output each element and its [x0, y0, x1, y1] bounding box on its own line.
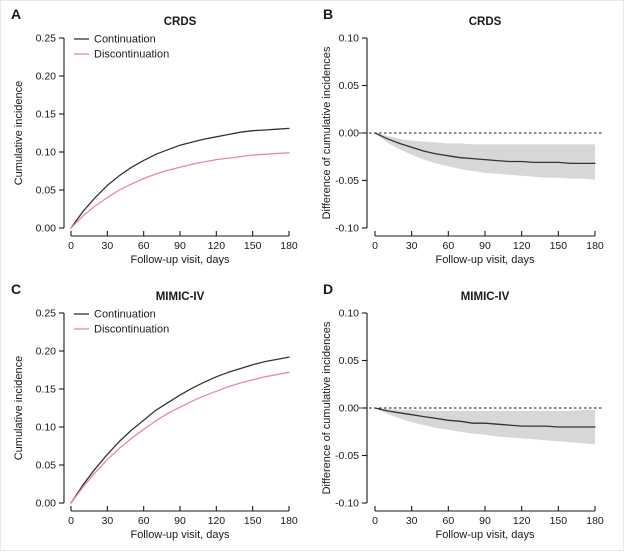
y-tick-label: 0.25 — [36, 33, 57, 45]
x-tick-label: 150 — [244, 240, 262, 252]
legend-label-discontinuation: Discontinuation — [94, 49, 169, 61]
x-tick-label: 60 — [138, 515, 150, 527]
confidence-band — [375, 408, 595, 445]
x-tick-label: 120 — [513, 515, 531, 527]
x-tick-label: 30 — [406, 515, 418, 527]
x-tick-label: 180 — [280, 240, 298, 252]
curve-difference — [374, 407, 596, 428]
axes — [59, 37, 290, 237]
panel-D-plot: -0.10 -0.05 0.00 0.05 0.10 0 30 60 90 120 150 180 MI… — [321, 291, 604, 541]
curve-difference — [374, 132, 596, 165]
panel-C-plot: 0.00 0.05 0.10 0.15 0.20 0.25 0 30 60 90 120 150 180… — [13, 291, 298, 541]
y-tick-label: 0.10 — [339, 308, 360, 320]
x-axis-title: Follow-up visit, days — [130, 529, 230, 541]
y-axis-title: Difference of cumulative incidences — [321, 46, 333, 219]
x-tick-label: 180 — [280, 515, 298, 527]
x-tick-label: 180 — [586, 515, 604, 527]
y-tick-label: -0.10 — [335, 498, 359, 510]
x-tick-label: 90 — [479, 240, 491, 252]
panel-D: D -0.10 -0.05 0.00 0.05 0.10 0 30 60 90 120 150 180… — [313, 276, 624, 552]
y-tick-label: 0.00 — [36, 223, 57, 235]
legend: Continuation Discontinuation — [74, 34, 169, 61]
y-tick-label: 0.05 — [339, 80, 360, 92]
curve-continuation — [70, 127, 290, 229]
x-tick-label: 30 — [406, 240, 418, 252]
y-axis-title: Difference of cumulative incidences — [321, 321, 333, 494]
x-tick-label: 60 — [442, 515, 454, 527]
x-tick-label: 180 — [586, 240, 604, 252]
y-tick-label: 0.25 — [36, 308, 57, 320]
y-tick-label: 0.15 — [36, 384, 57, 396]
x-tick-label: 120 — [208, 240, 226, 252]
confidence-band — [375, 133, 595, 180]
curve-discontinuation — [70, 152, 290, 229]
panel-title: CRDS — [164, 16, 197, 28]
plot-text: -0.10 -0.05 0.00 0.05 0.10 0 30 60 90 120 150 180 MI… — [321, 291, 604, 541]
panel-title: MIMIC-IV — [461, 291, 510, 303]
axes — [59, 312, 290, 512]
x-tick-label: 30 — [101, 240, 113, 252]
panel-C-label: C — [11, 281, 22, 297]
x-axis-title: Follow-up visit, days — [435, 529, 535, 541]
axes — [362, 312, 596, 512]
y-tick-label: 0.05 — [36, 460, 57, 472]
y-axis-title: Cumulative incidence — [13, 81, 25, 186]
axes — [362, 37, 596, 237]
curve-discontinuation — [70, 371, 290, 504]
y-axis-title: Cumulative incidence — [13, 356, 25, 461]
y-tick-label: 0.00 — [36, 498, 57, 510]
x-tick-label: 0 — [68, 515, 74, 527]
y-tick-label: -0.05 — [335, 175, 359, 187]
y-tick-label: 0.20 — [36, 346, 57, 358]
x-tick-label: 60 — [138, 240, 150, 252]
x-tick-label: 90 — [174, 515, 186, 527]
x-axis-title: Follow-up visit, days — [435, 254, 535, 266]
x-tick-label: 60 — [442, 240, 454, 252]
y-tick-label: -0.05 — [335, 450, 359, 462]
x-tick-label: 150 — [244, 515, 262, 527]
panel-D-label: D — [323, 281, 334, 297]
y-tick-label: 0.10 — [36, 422, 57, 434]
x-tick-label: 0 — [68, 240, 74, 252]
panel-B-plot: -0.10 -0.05 0.00 0.05 0.10 0 30 60 90 120 150 180 CR… — [321, 16, 604, 266]
y-tick-label: 0.15 — [36, 109, 57, 121]
x-tick-label: 150 — [550, 515, 568, 527]
panel-B-label: B — [323, 6, 334, 22]
y-tick-label: 0.00 — [339, 403, 360, 415]
panel-A-label: A — [11, 6, 22, 22]
y-tick-label: 0.10 — [36, 147, 57, 159]
panel-C: C 0.00 0.05 0.10 0.15 0.20 0.25 0 30 60 90 120 150 1… — [1, 276, 313, 552]
plot-text: -0.10 -0.05 0.00 0.05 0.10 0 30 60 90 120 150 180 CR… — [321, 16, 604, 266]
y-tick-label: 0.05 — [339, 355, 360, 367]
legend-label-discontinuation: Discontinuation — [94, 324, 169, 336]
x-tick-label: 120 — [513, 240, 531, 252]
x-axis-title: Follow-up visit, days — [130, 254, 230, 266]
legend: Continuation Discontinuation — [74, 309, 169, 336]
y-tick-label: 0.05 — [36, 185, 57, 197]
x-tick-label: 0 — [372, 240, 378, 252]
x-tick-label: 120 — [208, 515, 226, 527]
panel-A-plot: 0.00 0.05 0.10 0.15 0.20 0.25 0 30 60 90 120 150 180… — [13, 16, 298, 266]
x-tick-label: 0 — [372, 515, 378, 527]
panel-A: A 0.00 0.05 0.10 0.15 0.20 0.25 0 30 60 90 120 150 1… — [1, 1, 313, 277]
y-tick-label: -0.10 — [335, 223, 359, 235]
y-tick-label: 0.00 — [339, 128, 360, 140]
x-tick-label: 90 — [174, 240, 186, 252]
legend-label-continuation: Continuation — [94, 34, 156, 46]
panel-B: B -0.10 -0.05 0.00 0.05 0.10 0 30 60 90 120 150 180… — [313, 1, 624, 277]
panel-title: CRDS — [469, 16, 502, 28]
plot-text: 0.00 0.05 0.10 0.15 0.20 0.25 0 30 60 90 120 150 180… — [13, 16, 298, 266]
panel-title: MIMIC-IV — [156, 291, 205, 303]
plot-text: 0.00 0.05 0.10 0.15 0.20 0.25 0 30 60 90 120 150 180… — [13, 291, 298, 541]
legend-label-continuation: Continuation — [94, 309, 156, 321]
x-tick-label: 30 — [101, 515, 113, 527]
x-tick-label: 150 — [550, 240, 568, 252]
x-tick-label: 90 — [479, 515, 491, 527]
y-tick-label: 0.10 — [339, 33, 360, 45]
y-tick-label: 0.20 — [36, 71, 57, 83]
curve-continuation — [70, 356, 290, 504]
